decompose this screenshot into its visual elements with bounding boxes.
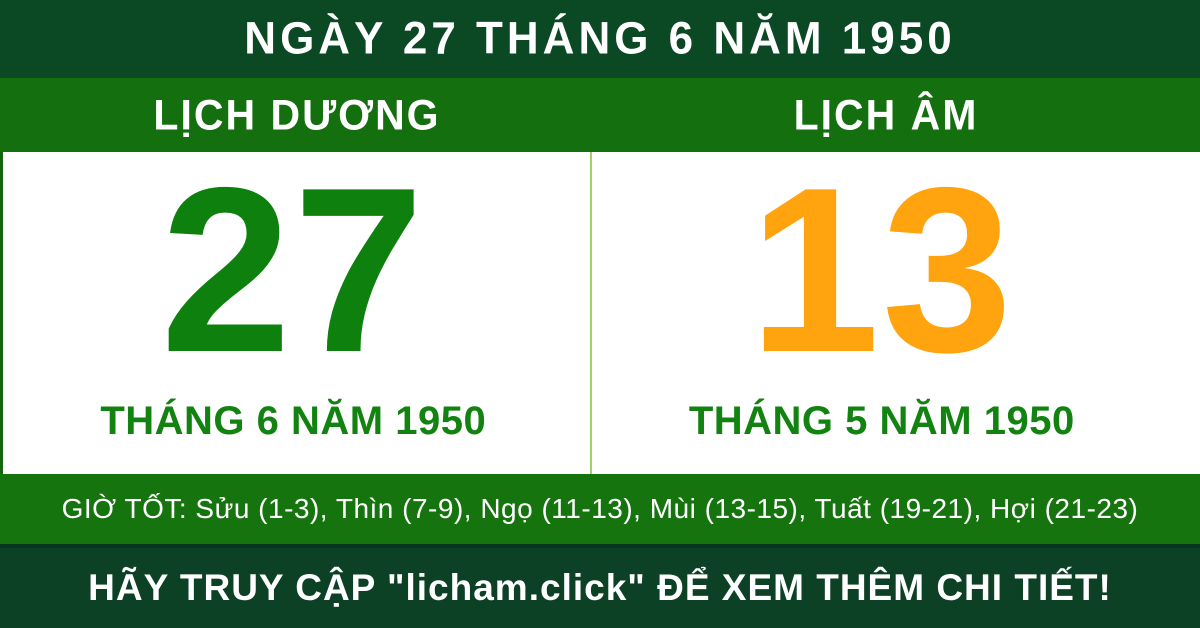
lunar-month-year: THÁNG 5 NĂM 1950 [688,399,1075,443]
lunar-day-number: 13 [749,138,1015,401]
header-bar: NGÀY 27 THÁNG 6 NĂM 1950 [0,0,1200,78]
solar-calendar-header: LỊCH DƯƠNG [0,78,600,152]
lunar-calendar-header: LỊCH ÂM [600,78,1200,152]
solar-calendar-label: LỊCH DƯƠNG [153,90,441,139]
page-title: NGÀY 27 THÁNG 6 NĂM 1950 [244,13,956,64]
solar-month-year: THÁNG 6 NĂM 1950 [100,399,487,443]
panel-divider [589,152,592,474]
good-hours-bar: GIỜ TỐT: Sửu (1-3), Thìn (7-9), Ngọ (11-… [0,474,1200,544]
calendar-panels: 27 THÁNG 6 NĂM 1950 13 THÁNG 5 NĂM 1950 [0,152,1200,474]
footer-cta-bar: HÃY TRUY CẬP "licham.click" ĐỂ XEM THÊM … [0,544,1200,628]
good-hours-text: GIỜ TỐT: Sửu (1-3), Thìn (7-9), Ngọ (11-… [61,493,1139,524]
solar-panel: 27 THÁNG 6 NĂM 1950 [3,152,590,474]
lunar-calendar-label: LỊCH ÂM [793,90,979,139]
solar-day-number: 27 [160,138,426,401]
lunar-panel: 13 THÁNG 5 NĂM 1950 [592,152,1200,474]
calendar-type-band: LỊCH DƯƠNG LỊCH ÂM [0,78,1200,152]
footer-cta-text: HÃY TRUY CẬP "licham.click" ĐỂ XEM THÊM … [88,567,1112,608]
